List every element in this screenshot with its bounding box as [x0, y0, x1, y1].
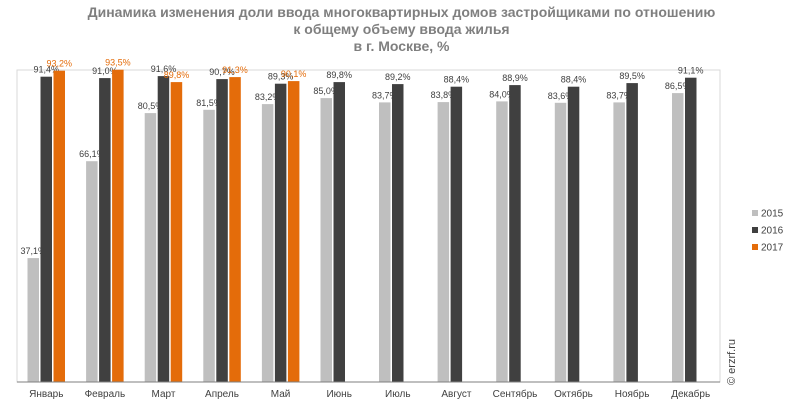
bar-2015-3 — [144, 113, 157, 382]
bar-2015-9 — [496, 101, 508, 383]
data-label-2016-9: 88,9% — [502, 73, 528, 83]
data-label-2015-4: 81,5% — [196, 98, 222, 108]
x-tick-label-7: Июль — [385, 389, 411, 400]
data-label-2017-2: 93,5% — [105, 58, 131, 68]
x-tick-label-2: Февраль — [85, 389, 126, 400]
bar-2017-3 — [170, 82, 183, 382]
data-label-2015-12: 86,5% — [665, 81, 691, 91]
chart-title-line-2: к общему объему ввода жилья — [293, 21, 510, 37]
data-label-2015-11: 83,7% — [606, 90, 632, 100]
bar-2015-5 — [261, 104, 274, 382]
x-tick-label-3: Март — [152, 389, 176, 400]
bar-2016-3 — [157, 76, 170, 382]
x-tick-label-6: Июнь — [326, 389, 351, 400]
data-label-2016-11: 89,5% — [619, 71, 645, 81]
legend-label-2017: 2017 — [761, 243, 784, 254]
legend-swatch-2017 — [752, 244, 758, 250]
bar-2016-12 — [685, 77, 697, 382]
bar-2017-2 — [112, 69, 124, 382]
data-label-2015-8: 83,8% — [431, 90, 457, 100]
bar-2017-4 — [229, 77, 241, 382]
x-tick-label-10: Октябрь — [554, 388, 593, 400]
x-tick-label-9: Сентябрь — [493, 388, 538, 400]
bar-2015-8 — [437, 102, 450, 382]
chart-title-line-1: Динамика изменения доли ввода многокварт… — [87, 4, 716, 20]
data-label-2016-1: 91,4% — [34, 65, 60, 75]
data-label-2015-7: 83,7% — [372, 90, 398, 100]
bar-2015-11 — [613, 102, 625, 383]
data-label-2016-4: 90,7% — [209, 67, 235, 77]
legend-swatch-2016 — [752, 227, 758, 233]
data-label-2017-1: 93,2% — [47, 59, 73, 69]
legend-label-2015: 2015 — [761, 209, 784, 220]
bar-2016-6 — [333, 82, 345, 382]
data-label-2016-5: 89,3% — [268, 72, 294, 82]
data-label-2015-10: 83,6% — [548, 91, 574, 101]
data-label-2015-9: 84,0% — [489, 89, 515, 99]
data-label-2016-6: 89,8% — [326, 70, 352, 80]
bar-2016-9 — [509, 85, 521, 382]
bar-2017-1 — [53, 70, 65, 382]
data-label-2015-1: 37,1% — [21, 246, 47, 256]
bar-2016-5 — [274, 83, 287, 382]
data-label-2016-2: 91,0% — [92, 66, 118, 76]
watermark: © erzrf.ru — [726, 339, 738, 385]
data-label-2017-3: 89,8% — [164, 70, 190, 80]
bar-2016-10 — [567, 86, 580, 382]
data-label-2015-3: 80,5% — [138, 101, 164, 111]
bar-2016-4 — [216, 79, 228, 382]
bar-2015-6 — [320, 98, 332, 382]
x-tick-label-8: Август — [441, 389, 472, 400]
bar-2016-2 — [99, 78, 111, 382]
data-label-2016-12: 91,1% — [678, 66, 704, 76]
bar-2015-10 — [554, 102, 567, 383]
bar-2016-8 — [450, 86, 463, 382]
x-tick-label-4: Апрель — [205, 389, 239, 400]
x-tick-label-1: Январь — [29, 389, 63, 400]
bar-2015-12 — [672, 93, 684, 382]
data-label-2016-8: 88,4% — [444, 75, 470, 85]
x-tick-label-5: Май — [271, 389, 291, 400]
chart-title-line-3: в г. Москве, % — [353, 38, 450, 54]
bar-2016-7 — [392, 84, 404, 382]
bar-2015-1 — [27, 258, 39, 382]
data-label-2015-6: 85,0% — [313, 86, 339, 96]
data-label-2015-5: 83,2% — [255, 92, 281, 102]
legend-label-2016: 2016 — [761, 226, 784, 237]
x-tick-label-12: Декабрь — [671, 388, 710, 400]
data-label-2017-5: 90,1% — [281, 69, 307, 79]
data-label-2016-10: 88,4% — [561, 75, 587, 85]
data-label-2017-4: 91,3% — [222, 65, 248, 75]
data-label-2016-7: 89,2% — [385, 72, 411, 82]
bar-2017-5 — [287, 81, 300, 382]
data-label-2015-2: 66,1% — [79, 149, 105, 159]
bar-2015-4 — [203, 109, 215, 383]
bar-2015-2 — [86, 161, 98, 382]
bar-2015-7 — [379, 102, 391, 383]
legend-swatch-2015 — [752, 210, 758, 216]
x-tick-label-11: Ноябрь — [615, 388, 650, 400]
data-label-2016-3: 91,6% — [151, 64, 177, 74]
bar-2016-1 — [40, 76, 52, 382]
chart-title: Динамика изменения доли ввода многокварт… — [0, 4, 803, 55]
bar-2016-11 — [626, 83, 638, 382]
